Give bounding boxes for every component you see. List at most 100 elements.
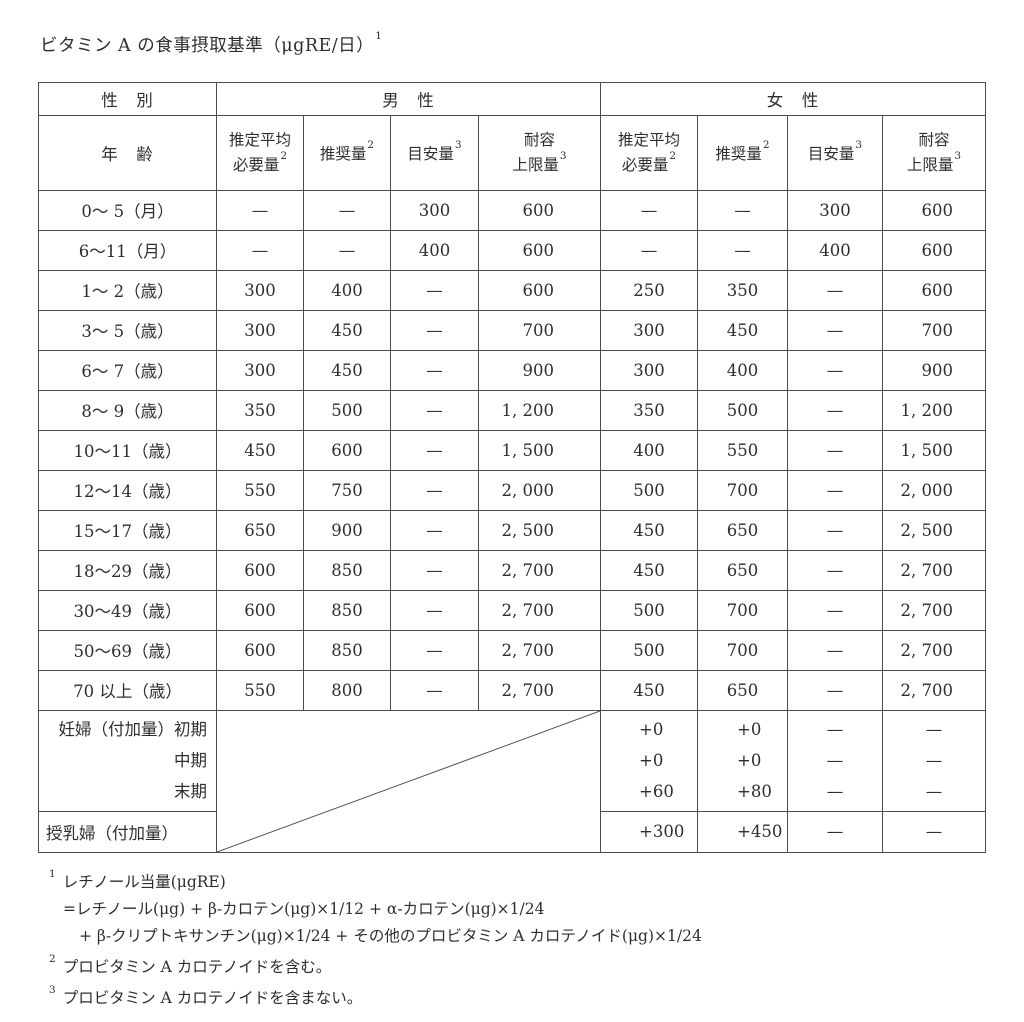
table-row: 6〜 7（歳） 300 450—900 300 400—900: [38, 349, 986, 391]
header-row-columns: 年 齢 推定平均 必要量2 推奨量2 目安量3 耐容 上限量3 推定平均 必要量2 推奨量2 目安…: [38, 114, 986, 191]
cell-rda-male: 400: [303, 269, 391, 311]
footnote-marker: 3: [49, 984, 56, 997]
footnote: 3 プロビタミン A カロテノイドを含まない。: [48, 981, 1024, 1012]
cell-eer-male: 350: [216, 389, 304, 431]
footnote-line: =レチノール(μg) + β-カロテン(μg)×1/12 + α-カロテン(μg…: [63, 899, 545, 918]
cell-rda-female: 650: [697, 509, 788, 551]
table-row: 6〜11（月） — —400 600— —400 600: [38, 229, 986, 271]
cell-ai-female: —: [787, 669, 883, 711]
row-label: 3〜 5（歳）: [38, 309, 217, 351]
pregnant-value: —: [925, 720, 943, 740]
header-gender: 性 別: [38, 81, 217, 116]
pregnant-stage-1: 妊婦（付加量）初期: [58, 720, 208, 740]
cell-ul-male: 1, 500: [478, 429, 601, 471]
cell-rda-female: 350: [697, 269, 788, 311]
pregnant-value: +0: [737, 751, 762, 771]
footnote-ref: 2: [669, 149, 677, 162]
footnote-ref: 3: [559, 149, 567, 162]
cell-ul-male: 900: [478, 349, 601, 391]
cell-eer-male: 550: [216, 669, 304, 711]
header-ai-male: 目安量3: [390, 114, 479, 191]
header-age: 年 齢: [38, 114, 217, 191]
cell-ai-male: —: [390, 589, 479, 631]
cell-rda-female: 400: [697, 349, 788, 391]
cell-ul-male: 600: [478, 189, 601, 231]
header-eer-female: 推定平均 必要量2: [600, 114, 698, 191]
table-row: 8〜 9（歳） 350 500—1, 200 350 500—1, 200: [38, 389, 986, 431]
cell-ul-female: 1, 500: [882, 429, 986, 471]
pregnant-value: —: [826, 751, 844, 771]
cell-ai-female: —: [787, 309, 883, 351]
cell-ai-female: —: [787, 469, 883, 511]
page-title: ビタミン A の食事摂取基準（μgRE/日）1: [40, 30, 1024, 57]
footnotes: 1 レチノール当量(μgRE) =レチノール(μg) + β-カロテン(μg)×1/…: [48, 865, 1024, 1012]
cell-rda-female: —: [697, 229, 788, 271]
header-ai-female: 目安量3: [787, 114, 883, 191]
pregnant-value: +0: [639, 751, 664, 771]
cell-eer-female: 450: [600, 509, 698, 551]
table-row: 3〜 5（歳） 300 450—700 300 450—700: [38, 309, 986, 351]
cell-ai-male: —: [390, 269, 479, 311]
cell-rda-male: 900: [303, 509, 391, 551]
table-row: 30〜49（歳） 600 850—2, 700 500 700—2, 700: [38, 589, 986, 631]
footnote-marker: 2: [49, 952, 56, 965]
cell-ai-female: —: [787, 269, 883, 311]
footnote-line: + β-クリプトキサンチン(μg)×1/24 + その他のプロビタミン A カロ…: [79, 926, 702, 945]
cell-ul-male: 600: [478, 229, 601, 271]
cell-ai-female: —: [787, 349, 883, 391]
row-label: 6〜 7（歳）: [38, 349, 217, 391]
cell-ul-male: 2, 700: [478, 589, 601, 631]
cell-lactating-ai-female: —: [787, 810, 883, 853]
cell-ul-female: 2, 700: [882, 589, 986, 631]
table-row: 0〜 5（月） — —300 600— —300 600: [38, 189, 986, 231]
pregnant-value: +0: [737, 720, 762, 740]
pregnant-value: —: [826, 720, 844, 740]
cell-ai-male: —: [390, 629, 479, 671]
row-label: 10〜11（歳）: [38, 429, 217, 471]
row-label: 8〜 9（歳）: [38, 389, 217, 431]
cell-rda-female: 550: [697, 429, 788, 471]
cell-rda-female: —: [697, 189, 788, 231]
cell-ai-male: 300: [390, 189, 479, 231]
cell-rda-male: 500: [303, 389, 391, 431]
footnote-ref: 2: [280, 149, 288, 162]
cell-ai-male: —: [390, 309, 479, 351]
cell-eer-male: 600: [216, 629, 304, 671]
cell-eer-female: —: [600, 229, 698, 271]
cell-eer-female: 450: [600, 549, 698, 591]
cell-pregnant-eer-female: +0 +0 +60: [600, 709, 698, 812]
cell-pregnant-ul-female: — — —: [882, 709, 986, 812]
cell-ai-male: —: [390, 669, 479, 711]
footnote-ref: 2: [367, 139, 375, 152]
cell-ul-female: 600: [882, 229, 986, 271]
pregnant-stage-2: 中期: [174, 751, 207, 771]
cell-eer-male: 300: [216, 269, 304, 311]
cell-ai-female: 400: [787, 229, 883, 271]
cell-eer-male: 300: [216, 349, 304, 391]
cell-lactating-rda-female: +450: [697, 810, 788, 853]
cell-eer-female: 350: [600, 389, 698, 431]
pregnant-value: —: [826, 782, 844, 802]
row-label: 70 以上（歳）: [38, 669, 217, 711]
cell-rda-female: 500: [697, 389, 788, 431]
table-row: 50〜69（歳） 600 850—2, 700 500 700—2, 700: [38, 629, 986, 671]
pregnant-value: —: [925, 751, 943, 771]
cell-rda-female: 700: [697, 629, 788, 671]
cell-ul-female: 600: [882, 269, 986, 311]
row-label: 1〜 2（歳）: [38, 269, 217, 311]
cell-rda-female: 450: [697, 309, 788, 351]
cell-eer-male: 600: [216, 549, 304, 591]
table-row: 70 以上（歳） 550 800—2, 700 450 650—2, 700: [38, 669, 986, 711]
cell-eer-female: 450: [600, 669, 698, 711]
pregnant-value: —: [925, 782, 943, 802]
header-ul-female: 耐容 上限量3: [882, 114, 986, 191]
cell-eer-female: 300: [600, 309, 698, 351]
cell-ul-male: 2, 500: [478, 509, 601, 551]
row-label: 12〜14（歳）: [38, 469, 217, 511]
cell-eer-male: 450: [216, 429, 304, 471]
cell-lactating-ul-female: —: [882, 810, 986, 853]
header-row-gender: 性 別 男 性 女 性: [38, 81, 986, 116]
cell-ul-male: 2, 700: [478, 629, 601, 671]
footnote-line: 3 プロビタミン A カロテノイドを含まない。: [49, 984, 363, 1008]
row-label: 30〜49（歳）: [38, 589, 217, 631]
